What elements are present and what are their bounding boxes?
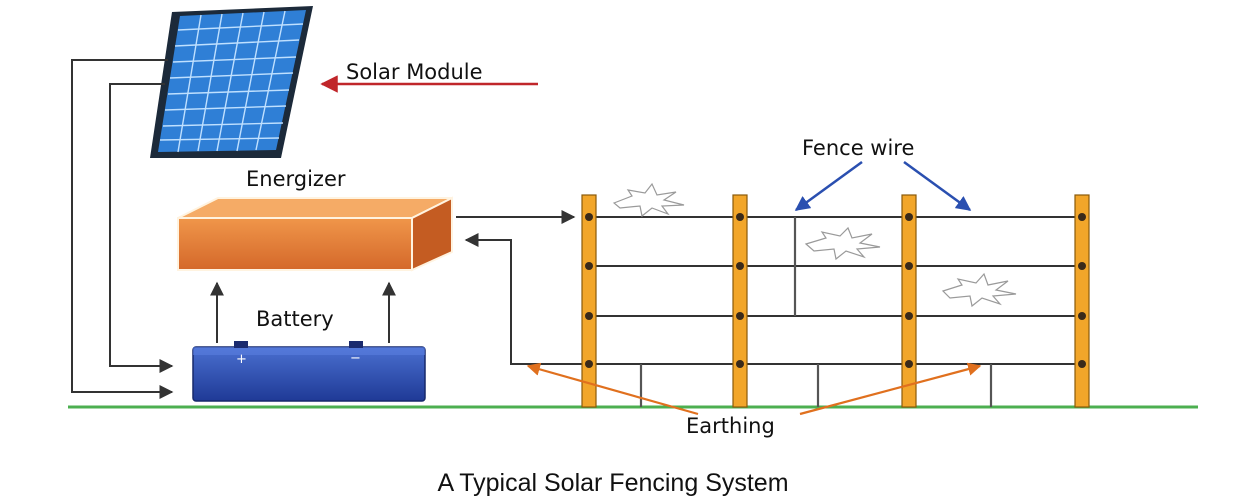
energizer-box xyxy=(177,196,453,272)
fence-posts xyxy=(581,194,1090,408)
spark-marks xyxy=(612,182,1017,308)
insulators xyxy=(585,213,1086,368)
diagram-caption: A Typical Solar Fencing System xyxy=(437,469,788,497)
earth-return-wire xyxy=(464,233,589,365)
positive-terminal xyxy=(234,341,248,348)
solar-cell-grid xyxy=(159,10,304,153)
solar-wire-outer xyxy=(71,59,174,399)
fence-wire-arrow-right xyxy=(903,160,972,212)
fence-wires xyxy=(589,216,1083,365)
solar-wire-inner xyxy=(109,83,174,373)
earth-rods xyxy=(639,217,993,407)
solar-module xyxy=(150,6,313,158)
battery-minus-sign: − xyxy=(350,351,361,366)
battery-label: Battery xyxy=(256,307,334,331)
negative-terminal xyxy=(349,341,363,348)
earthing-arrow-right xyxy=(799,362,982,416)
fence-wire-label: Fence wire xyxy=(802,136,914,160)
earthing-arrow-left xyxy=(526,362,699,416)
battery-plus-sign: + xyxy=(236,352,247,367)
earthing-label: Earthing xyxy=(686,414,775,438)
energizer-label: Energizer xyxy=(246,167,346,191)
battery xyxy=(192,341,426,402)
fence-wire-arrow-left xyxy=(794,160,863,212)
solar-module-label: Solar Module xyxy=(346,60,483,84)
